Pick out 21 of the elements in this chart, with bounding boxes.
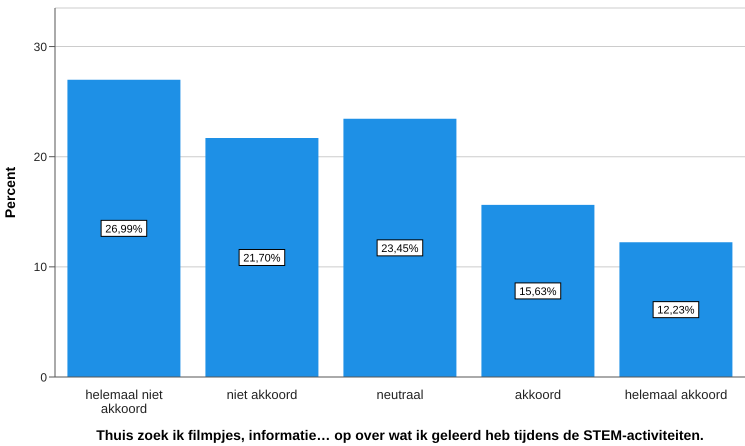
y-tick-label: 30 (34, 40, 48, 54)
bar (343, 118, 456, 377)
bar (619, 242, 732, 377)
bar (205, 138, 318, 377)
x-tick-label: helemaal akkoord (624, 387, 728, 402)
data-label: 15,63% (519, 286, 557, 298)
y-tick-label: 20 (34, 150, 48, 164)
x-tick-label: helemaal niet akkoord (85, 387, 164, 416)
y-tick-label: 10 (34, 260, 48, 274)
x-axis-title: Thuis zoek ik filmpjes, informatie… op over wat ik geleerd heb tijdens de STEM-activiteiten. (96, 427, 704, 443)
y-tick-label: 0 (40, 370, 48, 384)
data-label: 12,23% (657, 304, 695, 317)
x-tick-label: akkoord (514, 387, 562, 402)
x-tick-label: neutraal (376, 387, 424, 402)
data-label: 26,99% (105, 223, 143, 236)
data-label: 21,70% (243, 252, 281, 264)
bar (481, 204, 594, 377)
data-label: 23,45% (381, 242, 419, 255)
y-axis-title: Percent (2, 166, 18, 218)
x-tick-label: niet akkoord (226, 387, 298, 402)
bar (67, 80, 180, 377)
